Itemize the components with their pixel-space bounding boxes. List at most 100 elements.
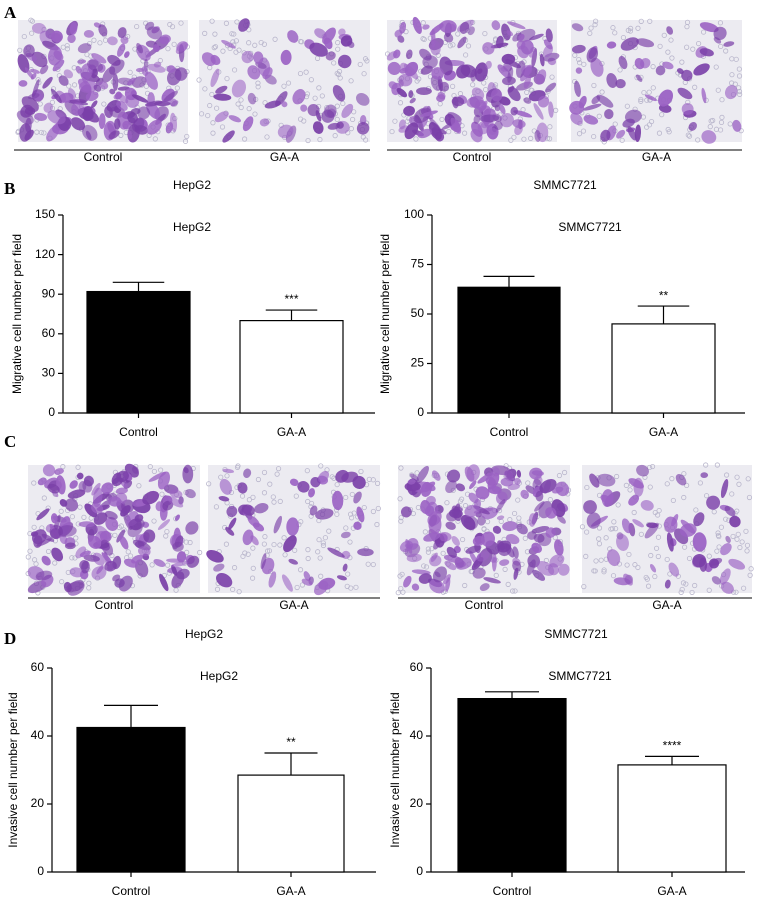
background-pore bbox=[31, 480, 37, 486]
cell bbox=[143, 529, 156, 543]
background-pore bbox=[317, 555, 323, 561]
background-pore bbox=[439, 116, 445, 123]
background-pore bbox=[547, 124, 553, 130]
background-pore bbox=[17, 47, 23, 53]
y-tick-label: 100 bbox=[404, 207, 424, 221]
cell bbox=[394, 29, 403, 38]
cell bbox=[213, 93, 232, 101]
cell bbox=[520, 489, 530, 499]
cell bbox=[409, 97, 416, 104]
background-pore bbox=[646, 89, 652, 95]
background-pore bbox=[75, 464, 81, 470]
cell bbox=[451, 535, 460, 547]
background-pore bbox=[547, 497, 553, 503]
background-pore bbox=[277, 498, 283, 504]
cell bbox=[664, 579, 671, 589]
y-tick-label: 90 bbox=[42, 286, 56, 300]
cell bbox=[724, 505, 736, 517]
background-pore bbox=[425, 549, 432, 555]
cell bbox=[506, 534, 520, 545]
cell bbox=[439, 20, 457, 34]
group-label: SMMC7721 bbox=[533, 178, 597, 192]
cell bbox=[464, 504, 480, 518]
cell bbox=[732, 119, 742, 132]
cell bbox=[418, 573, 432, 584]
cell bbox=[523, 97, 532, 104]
cell bbox=[76, 472, 84, 480]
cell bbox=[512, 119, 526, 129]
background-pore bbox=[164, 528, 170, 535]
cell bbox=[677, 87, 693, 100]
background-pore bbox=[678, 589, 684, 595]
cell bbox=[163, 90, 178, 103]
background-pore bbox=[601, 567, 607, 573]
cell bbox=[228, 115, 242, 123]
cell bbox=[449, 508, 463, 519]
cell bbox=[675, 474, 687, 486]
cell bbox=[640, 58, 651, 69]
cell bbox=[247, 92, 257, 105]
background-pore bbox=[58, 508, 64, 514]
cell bbox=[649, 563, 657, 573]
background-pore bbox=[27, 548, 33, 554]
cell bbox=[586, 47, 599, 63]
background-pore bbox=[29, 30, 35, 36]
background-pore bbox=[462, 582, 468, 589]
cell bbox=[287, 30, 299, 43]
cell bbox=[644, 94, 657, 102]
background-pore bbox=[178, 20, 184, 26]
background-pore bbox=[666, 129, 672, 135]
background-pore bbox=[596, 536, 602, 542]
cell bbox=[127, 112, 138, 124]
background-pore bbox=[669, 55, 675, 61]
cell bbox=[507, 483, 520, 491]
background-pore bbox=[638, 531, 644, 537]
background-pore bbox=[628, 25, 634, 32]
cell bbox=[241, 504, 255, 516]
y-axis-label: Invasive cell number per field bbox=[388, 692, 402, 847]
cell bbox=[142, 490, 160, 505]
cell bbox=[478, 100, 488, 114]
cell bbox=[327, 122, 340, 130]
background-pore bbox=[69, 514, 75, 520]
cell bbox=[64, 542, 76, 550]
background-pore bbox=[335, 46, 341, 52]
background-pore bbox=[317, 136, 323, 143]
background-pore bbox=[695, 40, 702, 47]
chart-title: SMMC7721 bbox=[548, 669, 612, 683]
cell bbox=[700, 472, 709, 479]
background-pore bbox=[151, 518, 157, 524]
background-pore bbox=[599, 89, 605, 95]
cell bbox=[468, 492, 479, 504]
background-pore bbox=[319, 93, 325, 99]
cell bbox=[706, 495, 721, 510]
cell bbox=[464, 466, 475, 482]
background-pore bbox=[512, 588, 518, 594]
cell bbox=[228, 517, 237, 530]
background-pore bbox=[748, 566, 754, 572]
background-pore bbox=[320, 540, 326, 546]
background-pore bbox=[365, 561, 371, 567]
background-pore bbox=[52, 560, 58, 566]
image-label: Control bbox=[84, 150, 123, 164]
background-pore bbox=[719, 97, 725, 103]
cell bbox=[420, 110, 438, 117]
cell bbox=[528, 513, 537, 527]
background-pore bbox=[261, 490, 268, 496]
background-pore bbox=[143, 83, 149, 89]
cell bbox=[514, 477, 521, 485]
background-pore bbox=[331, 60, 337, 66]
cell bbox=[47, 46, 62, 66]
cell bbox=[324, 104, 337, 118]
background-pore bbox=[196, 77, 202, 83]
background-pore bbox=[293, 493, 299, 499]
background-pore bbox=[593, 18, 599, 24]
background-pore bbox=[343, 494, 349, 501]
cell bbox=[54, 468, 64, 475]
cell bbox=[446, 469, 461, 483]
background-pore bbox=[69, 555, 75, 561]
background-pore bbox=[649, 463, 656, 470]
bar bbox=[457, 697, 567, 873]
background-pore bbox=[717, 20, 724, 26]
y-axis-label: Invasive cell number per field bbox=[6, 692, 20, 847]
